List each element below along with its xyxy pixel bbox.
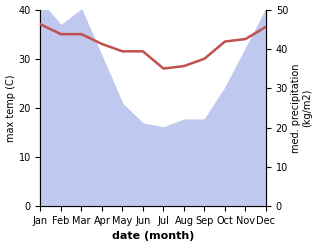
X-axis label: date (month): date (month)	[112, 231, 194, 242]
Y-axis label: med. precipitation
(kg/m2): med. precipitation (kg/m2)	[291, 63, 313, 153]
Y-axis label: max temp (C): max temp (C)	[5, 74, 16, 142]
